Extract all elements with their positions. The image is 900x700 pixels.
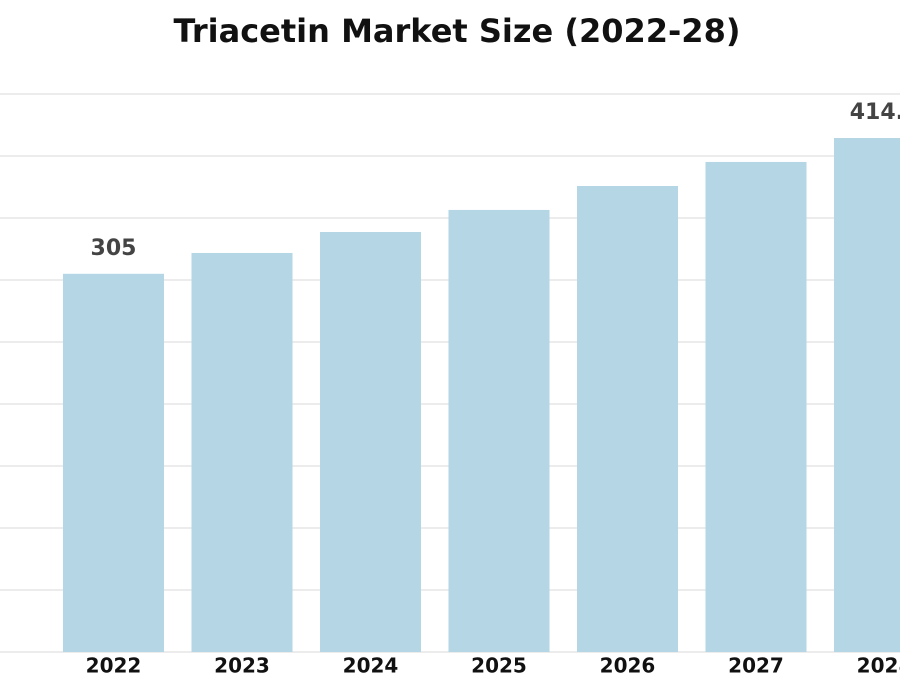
bar <box>705 161 807 652</box>
x-tick-label: 2024 <box>343 654 399 678</box>
bar <box>191 252 293 652</box>
x-tick-label: 2025 <box>471 654 527 678</box>
value-label: 305 <box>91 236 137 261</box>
bar <box>63 273 164 652</box>
x-tick-label: 2027 <box>728 654 784 678</box>
x-tick-label: 2028 <box>857 654 900 678</box>
bar <box>577 186 678 652</box>
bar <box>834 138 900 652</box>
bar <box>320 232 421 652</box>
value-label: 414.5 <box>850 100 900 125</box>
x-tick-label: 2026 <box>600 654 656 678</box>
bar <box>448 209 550 652</box>
chart-title: Triacetin Market Size (2022-28) <box>174 12 741 50</box>
x-tick-label: 2022 <box>86 654 142 678</box>
x-tick-label: 2023 <box>214 654 270 678</box>
